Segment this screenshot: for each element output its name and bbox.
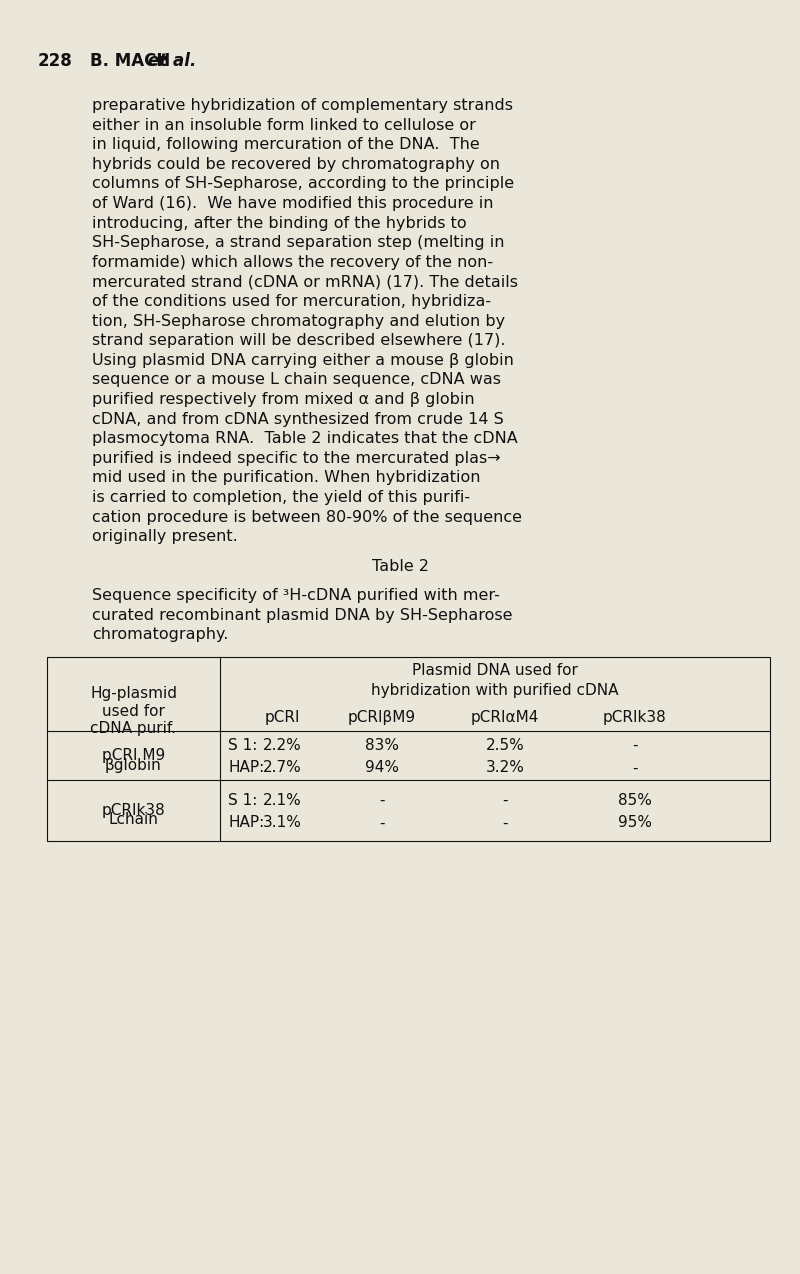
Text: purified is indeed specific to the mercurated plas→: purified is indeed specific to the mercu… — [92, 451, 501, 466]
Text: columns of SH-Sepharose, according to the principle: columns of SH-Sepharose, according to th… — [92, 176, 514, 191]
Text: introducing, after the binding of the hybrids to: introducing, after the binding of the hy… — [92, 215, 466, 231]
Text: used for: used for — [102, 703, 165, 719]
Text: pCRIk38: pCRIk38 — [102, 803, 166, 818]
Text: of the conditions used for mercuration, hybridiza-: of the conditions used for mercuration, … — [92, 294, 491, 310]
Text: S 1:: S 1: — [228, 738, 258, 753]
Text: pCRIβM9: pCRIβM9 — [348, 710, 416, 725]
Text: -: - — [502, 815, 508, 831]
Text: pCRIαM4: pCRIαM4 — [471, 710, 539, 725]
Text: Sequence specificity of ³H-cDNA purified with mer-: Sequence specificity of ³H-cDNA purified… — [92, 589, 500, 603]
Text: sequence or a mouse L chain sequence, cDNA was: sequence or a mouse L chain sequence, cD… — [92, 372, 501, 387]
Text: purified respectively from mixed α and β globin: purified respectively from mixed α and β… — [92, 392, 474, 406]
Text: pCRI M9: pCRI M9 — [102, 748, 165, 763]
Text: 2.5%: 2.5% — [486, 738, 524, 753]
Text: either in an insoluble form linked to cellulose or: either in an insoluble form linked to ce… — [92, 117, 476, 132]
Text: 2.7%: 2.7% — [262, 761, 302, 776]
Text: -: - — [379, 815, 385, 831]
Text: βglobin: βglobin — [105, 758, 162, 772]
Text: 94%: 94% — [365, 761, 399, 776]
Text: -: - — [502, 792, 508, 808]
Text: B. MACH: B. MACH — [90, 52, 176, 70]
Text: tion, SH-Sepharose chromatography and elution by: tion, SH-Sepharose chromatography and el… — [92, 313, 505, 329]
Text: Using plasmid DNA carrying either a mouse β globin: Using plasmid DNA carrying either a mous… — [92, 353, 514, 368]
Text: preparative hybridization of complementary strands: preparative hybridization of complementa… — [92, 98, 513, 113]
Text: 85%: 85% — [618, 792, 652, 808]
Text: formamide) which allows the recovery of the non-: formamide) which allows the recovery of … — [92, 255, 493, 270]
Text: cation procedure is between 80-90% of the sequence: cation procedure is between 80-90% of th… — [92, 510, 522, 525]
Text: in liquid, following mercuration of the DNA.  The: in liquid, following mercuration of the … — [92, 138, 480, 152]
Text: S 1:: S 1: — [228, 792, 258, 808]
Text: 3.2%: 3.2% — [486, 761, 525, 776]
Text: mercurated strand (cDNA or mRNA) (17). The details: mercurated strand (cDNA or mRNA) (17). T… — [92, 274, 518, 289]
Text: strand separation will be described elsewhere (17).: strand separation will be described else… — [92, 334, 506, 348]
Text: Hg-plasmid: Hg-plasmid — [90, 685, 177, 701]
Text: Plasmid DNA used for: Plasmid DNA used for — [412, 664, 578, 679]
Text: of Ward (16).  We have modified this procedure in: of Ward (16). We have modified this proc… — [92, 196, 494, 211]
Text: Table 2: Table 2 — [371, 558, 429, 573]
Text: chromatography.: chromatography. — [92, 627, 228, 642]
Text: 3.1%: 3.1% — [262, 815, 302, 831]
Text: -: - — [632, 761, 638, 776]
Text: 228: 228 — [38, 52, 73, 70]
Text: cDNA, and from cDNA synthesized from crude 14 S: cDNA, and from cDNA synthesized from cru… — [92, 412, 504, 427]
Text: pCRI: pCRI — [264, 710, 300, 725]
Text: et al.: et al. — [148, 52, 196, 70]
Text: mid used in the purification. When hybridization: mid used in the purification. When hybri… — [92, 470, 481, 485]
Text: Lchain: Lchain — [109, 813, 158, 827]
Text: HAP:: HAP: — [228, 815, 264, 831]
Text: plasmocytoma RNA.  Table 2 indicates that the cDNA: plasmocytoma RNA. Table 2 indicates that… — [92, 431, 518, 446]
Text: SH-Sepharose, a strand separation step (melting in: SH-Sepharose, a strand separation step (… — [92, 236, 505, 250]
Text: originally present.: originally present. — [92, 529, 238, 544]
Bar — [47, 656, 770, 841]
Text: 83%: 83% — [365, 738, 399, 753]
Text: curated recombinant plasmid DNA by SH-Sepharose: curated recombinant plasmid DNA by SH-Se… — [92, 608, 513, 623]
Text: cDNA purif.: cDNA purif. — [90, 721, 177, 736]
Text: 2.1%: 2.1% — [262, 792, 302, 808]
Text: -: - — [379, 792, 385, 808]
Text: 2.2%: 2.2% — [262, 738, 302, 753]
Text: HAP:: HAP: — [228, 761, 264, 776]
Text: hybridization with purified cDNA: hybridization with purified cDNA — [371, 683, 618, 698]
Text: pCRIk38: pCRIk38 — [603, 710, 667, 725]
Text: is carried to completion, the yield of this purifi-: is carried to completion, the yield of t… — [92, 490, 470, 505]
Text: hybrids could be recovered by chromatography on: hybrids could be recovered by chromatogr… — [92, 157, 500, 172]
Text: 95%: 95% — [618, 815, 652, 831]
Text: -: - — [632, 738, 638, 753]
